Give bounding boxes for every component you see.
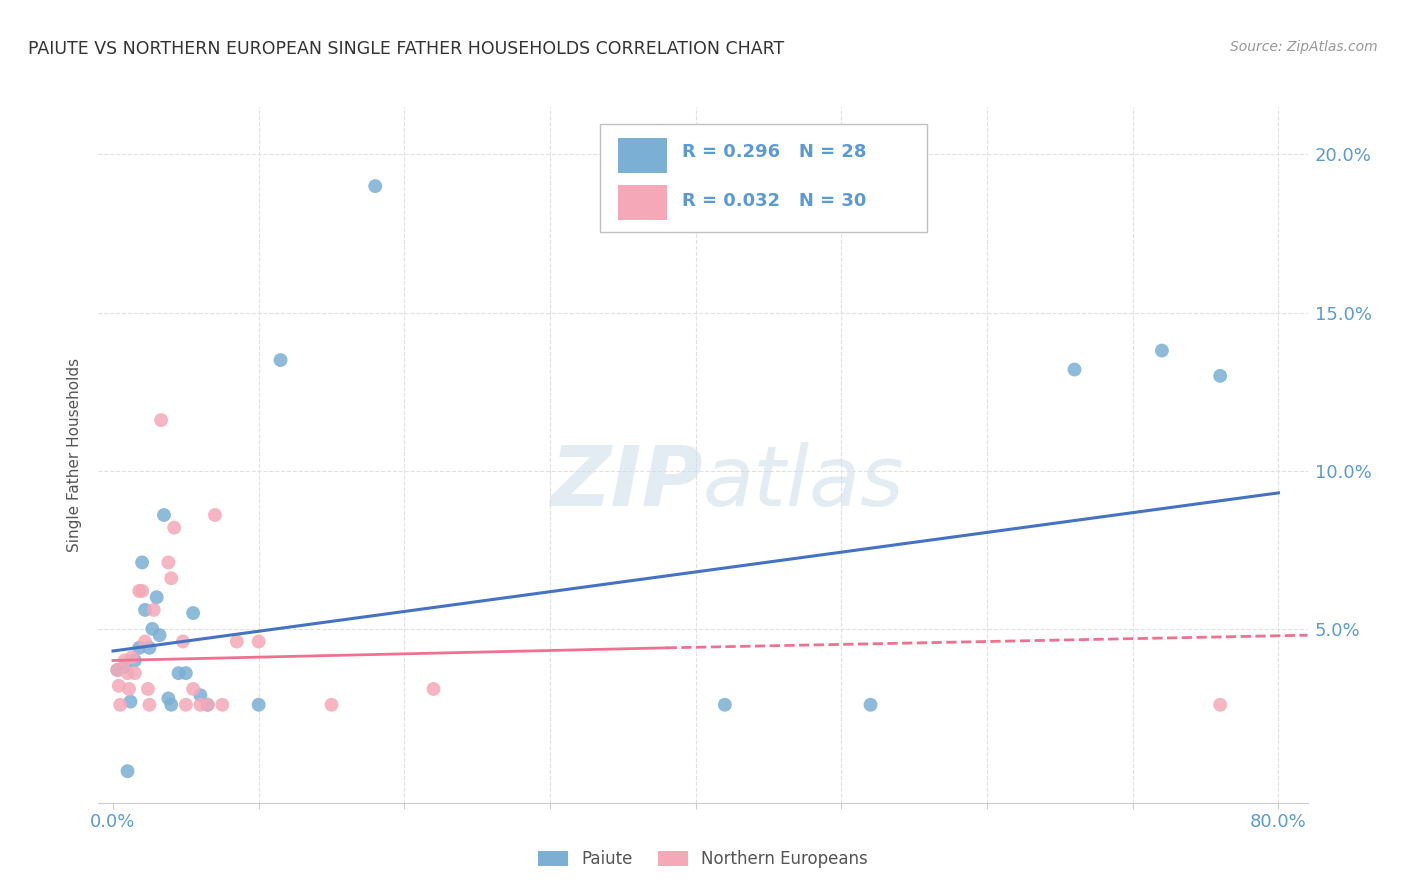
Point bbox=[110, 698, 132, 712]
Point bbox=[190, 698, 212, 712]
Bar bbox=[600, 124, 927, 232]
Bar bbox=[619, 138, 666, 173]
Point bbox=[1209, 368, 1232, 383]
Point bbox=[157, 691, 180, 706]
Point bbox=[117, 764, 139, 779]
Point bbox=[247, 698, 270, 712]
Point bbox=[160, 698, 183, 712]
Point bbox=[197, 698, 219, 712]
Text: R = 0.032   N = 30: R = 0.032 N = 30 bbox=[682, 192, 868, 210]
Text: R = 0.296   N = 28: R = 0.296 N = 28 bbox=[682, 144, 868, 161]
Point bbox=[138, 698, 160, 712]
Text: ZIP: ZIP bbox=[550, 442, 703, 524]
Point bbox=[197, 698, 219, 712]
Point bbox=[172, 634, 194, 648]
Point bbox=[153, 508, 176, 522]
Point bbox=[1150, 343, 1173, 358]
Point bbox=[131, 556, 153, 570]
Point bbox=[181, 606, 204, 620]
Point bbox=[1063, 362, 1085, 376]
Point bbox=[204, 508, 226, 522]
Point bbox=[181, 681, 204, 696]
Point bbox=[163, 521, 186, 535]
Point bbox=[138, 640, 160, 655]
Point bbox=[105, 663, 128, 677]
Point bbox=[134, 634, 156, 648]
Point bbox=[134, 603, 156, 617]
Point bbox=[149, 628, 172, 642]
Text: PAIUTE VS NORTHERN EUROPEAN SINGLE FATHER HOUSEHOLDS CORRELATION CHART: PAIUTE VS NORTHERN EUROPEAN SINGLE FATHE… bbox=[28, 40, 785, 58]
Point bbox=[174, 666, 197, 681]
Point bbox=[859, 698, 882, 712]
Point bbox=[167, 666, 190, 681]
Point bbox=[422, 681, 444, 696]
Point bbox=[145, 591, 167, 605]
Point bbox=[108, 679, 131, 693]
Text: atlas: atlas bbox=[703, 442, 904, 524]
Point bbox=[128, 640, 150, 655]
Point bbox=[174, 698, 197, 712]
Point bbox=[131, 583, 153, 598]
Point bbox=[157, 556, 180, 570]
Point bbox=[190, 688, 212, 702]
Point bbox=[270, 353, 292, 368]
Point bbox=[160, 571, 183, 585]
Point bbox=[105, 663, 128, 677]
Bar bbox=[619, 185, 666, 219]
Point bbox=[247, 634, 270, 648]
Point bbox=[225, 634, 247, 648]
Point bbox=[121, 650, 143, 665]
Point bbox=[150, 413, 173, 427]
Point bbox=[211, 698, 233, 712]
Point bbox=[118, 681, 141, 696]
Point bbox=[714, 698, 737, 712]
Point bbox=[124, 653, 146, 667]
Point bbox=[142, 603, 165, 617]
Point bbox=[114, 653, 136, 667]
Legend: Paiute, Northern Europeans: Paiute, Northern Europeans bbox=[531, 843, 875, 874]
Text: Source: ZipAtlas.com: Source: ZipAtlas.com bbox=[1230, 40, 1378, 54]
Point bbox=[128, 583, 150, 598]
Point bbox=[321, 698, 343, 712]
Point bbox=[114, 660, 136, 674]
Point bbox=[364, 179, 387, 194]
Point bbox=[117, 666, 139, 681]
Y-axis label: Single Father Households: Single Father Households bbox=[67, 358, 83, 552]
Point bbox=[124, 666, 146, 681]
Point bbox=[120, 695, 142, 709]
Point bbox=[136, 681, 159, 696]
Point bbox=[141, 622, 163, 636]
Point bbox=[1209, 698, 1232, 712]
